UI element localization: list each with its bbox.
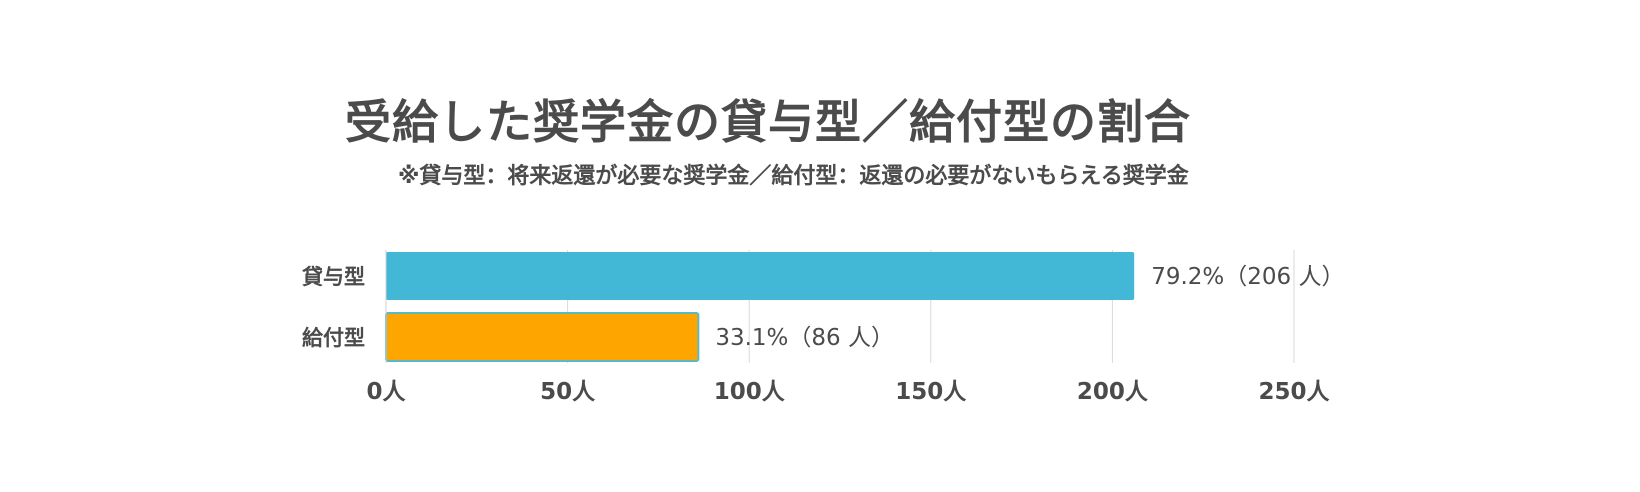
bar-loan: [386, 252, 1135, 300]
x-tick-label: 250人: [1258, 379, 1330, 405]
data-label: 33.1%（86 人）: [715, 325, 894, 351]
category-label: 貸与型: [301, 265, 365, 289]
x-tick-label: 50人: [540, 379, 596, 405]
x-tick-label: 150人: [895, 379, 967, 405]
data-label: 79.2%（206 人）: [1151, 264, 1344, 290]
x-tick-label: 0人: [366, 379, 406, 405]
x-tick-label: 200人: [1077, 379, 1149, 405]
chart-subtitle: ※貸与型：将来返還が必要な奨学金／給付型：返還の必要がないもらえる奨学金: [398, 164, 1189, 189]
bar-grant: [385, 312, 700, 362]
category-label: 給付型: [302, 326, 365, 350]
chart-title: 受給した奨学金の貸与型／給付型の割合: [345, 95, 1191, 149]
x-tick-label: 100人: [714, 379, 786, 405]
